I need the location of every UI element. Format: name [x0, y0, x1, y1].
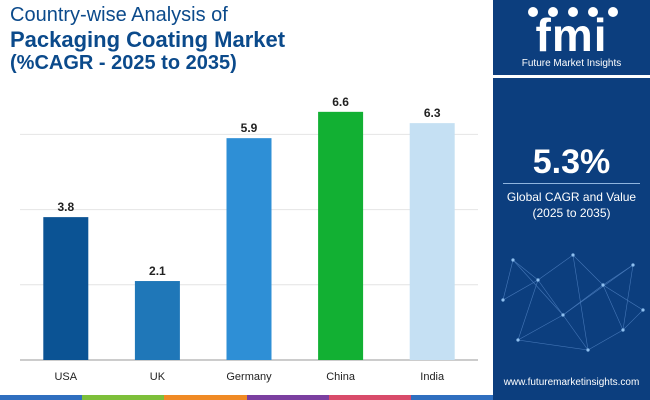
brand-logo: fmi Future Market Insights	[493, 0, 650, 75]
bar-china	[318, 111, 364, 360]
title-line-3: (%CAGR - 2025 to 2035)	[10, 52, 237, 74]
x-tick-label-uk: UK	[150, 371, 166, 383]
rocket-icon	[568, 7, 578, 17]
website-url[interactable]: www.futuremarketinsights.com	[503, 377, 640, 388]
strip-segment	[164, 395, 247, 400]
bar-usa	[43, 217, 89, 360]
strip-segment	[246, 395, 329, 400]
global-cagr-value: 5.3%	[532, 143, 611, 181]
strip-segment	[410, 395, 494, 400]
sidebar: fmi Future Market Insights 5.3% Global C…	[493, 0, 650, 400]
x-tick-label-india: India	[420, 371, 445, 383]
global-cagr-period: (2025 to 2035)	[532, 206, 611, 220]
global-cagr-label: Global CAGR and Value	[506, 190, 637, 204]
x-tick-label-china: China	[326, 371, 356, 383]
bar-uk	[134, 281, 180, 360]
bar-india	[409, 123, 455, 361]
person-icon	[588, 7, 598, 17]
sidebar-divider	[493, 75, 650, 78]
network-graphic	[501, 253, 645, 352]
strip-segment	[82, 395, 165, 400]
title-line-1: Country-wise Analysis of	[10, 4, 228, 26]
bar-chart: 3.8 USA 2.1 UK 5.9 Germany 6.6 China 6.3 India	[20, 95, 478, 383]
logo-text: fmi	[535, 9, 608, 61]
bar-germany	[226, 138, 272, 360]
value-label-china: 6.6	[332, 95, 349, 109]
value-label-usa: 3.8	[57, 200, 74, 214]
tech-icon	[528, 7, 538, 17]
x-tick-label-germany: Germany	[226, 371, 272, 383]
value-label-uk: 2.1	[149, 264, 166, 278]
kpi-divider	[503, 183, 640, 184]
gear-icon	[608, 7, 618, 17]
logo-subtitle: Future Market Insights	[521, 58, 622, 69]
title-block: Country-wise Analysis of Packaging Coati…	[10, 4, 480, 75]
bottom-color-strip	[0, 395, 494, 400]
title-line-2: Packaging Coating Market	[10, 27, 286, 52]
value-label-india: 6.3	[424, 106, 441, 120]
strip-segment	[0, 395, 83, 400]
x-tick-label-usa: USA	[54, 371, 77, 383]
value-label-germany: 5.9	[241, 121, 258, 135]
logo-icons	[528, 7, 618, 17]
chat-icon	[548, 7, 558, 17]
strip-segment	[328, 395, 411, 400]
